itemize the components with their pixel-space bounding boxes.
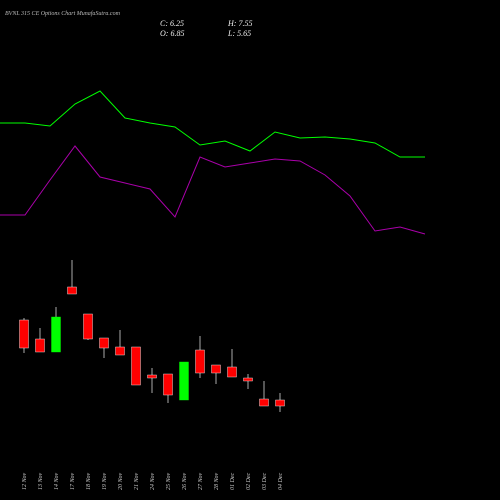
- low-label: L: 5.65: [227, 29, 251, 38]
- x-tick-label: 17 Nov: [70, 472, 76, 490]
- x-tick-label: 01 Dec: [230, 473, 236, 490]
- candle-body: [243, 377, 253, 382]
- candle-body: [163, 373, 173, 396]
- candle-body: [115, 346, 125, 356]
- candle-body: [131, 346, 141, 386]
- candle-body: [147, 374, 157, 379]
- candle-body: [99, 337, 109, 349]
- candle-body: [67, 286, 77, 295]
- close-label: C: 6.25: [160, 19, 184, 28]
- chart-title: BVNL 315 CE Options Chart MunafaSutra.co…: [5, 10, 121, 17]
- x-tick-label: 13 Nov: [38, 472, 44, 490]
- x-tick-label: 24 Nov: [149, 472, 156, 490]
- x-tick-label: 27 Nov: [198, 472, 204, 490]
- x-tick-label: 21 Nov: [134, 472, 140, 490]
- indicator-line: [0, 145, 426, 235]
- x-tick-label: 18 Nov: [86, 472, 92, 490]
- open-label: O: 6.85: [160, 29, 184, 38]
- x-tick-label: 19 Nov: [102, 472, 108, 490]
- x-tick-label: 12 Nov: [22, 472, 28, 490]
- candle-body: [51, 316, 61, 353]
- candle-body: [211, 364, 221, 374]
- x-tick-label: 25 Nov: [166, 472, 172, 490]
- x-tick-label: 14 Nov: [53, 472, 60, 490]
- candle-body: [259, 398, 269, 407]
- candle-body: [179, 361, 189, 401]
- high-label: H: 7.55: [227, 19, 252, 28]
- x-tick-label: 03 Dec: [262, 473, 268, 490]
- candle-body: [19, 319, 29, 349]
- candle-body: [83, 313, 93, 340]
- x-tick-label: 04 Dec: [277, 473, 284, 490]
- x-tick-label: 02 Dec: [246, 473, 252, 490]
- candle-body: [227, 366, 237, 378]
- candle-body: [35, 338, 45, 353]
- x-tick-label: 20 Nov: [118, 472, 124, 490]
- x-tick-label: 28 Nov: [214, 472, 220, 490]
- x-tick-label: 26 Nov: [182, 472, 188, 490]
- candle-body: [275, 399, 285, 407]
- indicator-line: [0, 90, 425, 158]
- candle-body: [195, 349, 205, 374]
